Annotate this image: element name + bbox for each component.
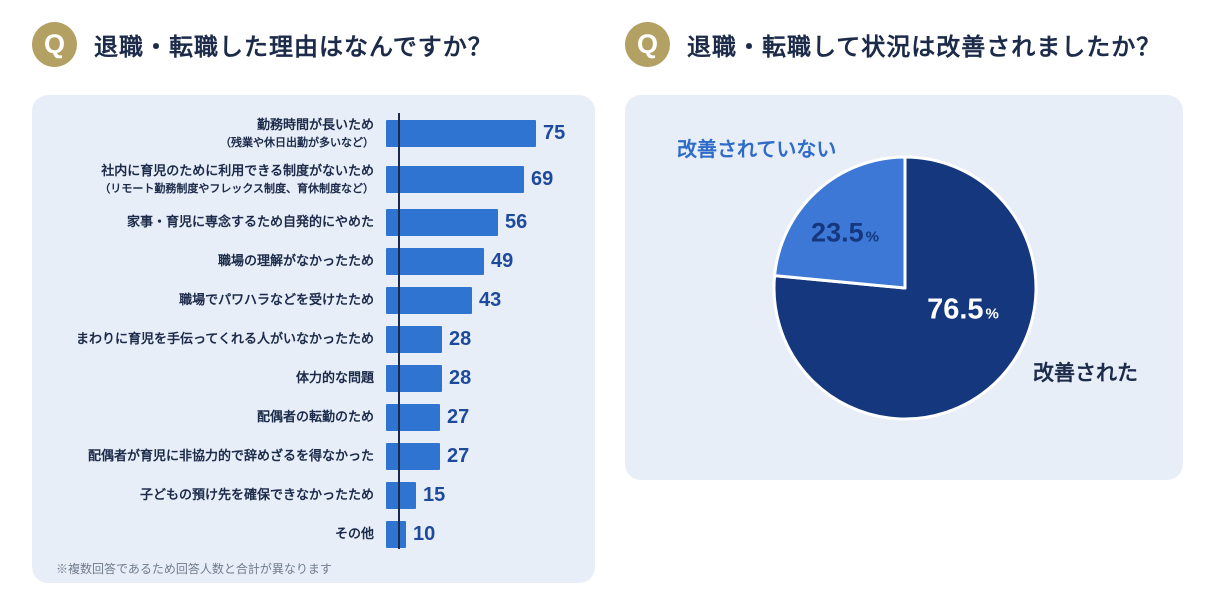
bar-row: 職場でパワハラなどを受けたため 43 bbox=[56, 286, 579, 314]
bar-track: 28 bbox=[386, 364, 579, 392]
bar-row: 勤務時間が長いため （残業や休日出勤が多いなど） 75 bbox=[56, 117, 579, 151]
bar-row: その他 10 bbox=[56, 520, 579, 548]
bar-category-sublabel: （残業や休日出勤が多いなど） bbox=[220, 136, 374, 149]
axis-line bbox=[398, 113, 400, 549]
bar bbox=[386, 403, 440, 431]
bar bbox=[386, 120, 536, 148]
bar-row: 配偶者の転勤のため 27 bbox=[56, 403, 579, 431]
bar-category-label: 職場でパワハラなどを受けたため bbox=[179, 291, 374, 307]
bar-value: 10 bbox=[413, 522, 436, 545]
right-question-title: 退職・転職して状況は改善されましたか？ bbox=[687, 34, 1162, 61]
pie-pct-not-improved: 23.5% bbox=[811, 217, 879, 248]
pie-chart: 23.5% 76.5% bbox=[767, 150, 1043, 426]
bar-value: 27 bbox=[447, 405, 470, 428]
bar-row: 社内に育児のために利用できる制度がないため （リモート勤務制度やフレックス制度、育… bbox=[56, 163, 579, 197]
bar-category-label: まわりに育児を手伝ってくれる人がいなかったため bbox=[76, 330, 374, 346]
left-question-title: 退職・転職した理由はなんですか？ bbox=[94, 34, 493, 61]
bar-category-label: 配偶者の転勤のため bbox=[256, 408, 374, 424]
bar-track: 43 bbox=[386, 286, 579, 314]
q-badge: Q bbox=[32, 22, 77, 67]
bar bbox=[386, 325, 442, 353]
bar-category-label: 体力的な問題 bbox=[295, 369, 374, 385]
bar-track: 10 bbox=[386, 520, 579, 548]
bar bbox=[386, 166, 524, 194]
bar-category-label: 職場の理解がなかったため bbox=[217, 252, 374, 268]
bar-track: 56 bbox=[386, 208, 579, 236]
bar bbox=[386, 520, 406, 548]
pie-pct-improved: 76.5% bbox=[927, 293, 999, 326]
bar-row: まわりに育児を手伝ってくれる人がいなかったため 28 bbox=[56, 325, 579, 353]
bar-category-sublabel: （リモート勤務制度やフレックス制度、育休制度など） bbox=[99, 182, 374, 195]
bar-category-label: 子どもの預け先を確保できなかったため bbox=[139, 486, 374, 502]
bar-value: 69 bbox=[531, 168, 554, 191]
bar-track: 27 bbox=[386, 442, 579, 470]
bar-chart: 勤務時間が長いため （残業や休日出勤が多いなど） 75 社内に育児のために利用できる制… bbox=[56, 113, 579, 549]
left-question-header: Q 退職・転職した理由はなんですか？ bbox=[32, 22, 493, 67]
bar-chart-panel: 勤務時間が長いため （残業や休日出勤が多いなど） 75 社内に育児のために利用できる制… bbox=[32, 95, 595, 583]
q-badge: Q bbox=[625, 22, 670, 67]
pie-label-not-improved: 改善されていない bbox=[677, 139, 837, 161]
bar bbox=[386, 364, 442, 392]
bar-chart-footnote: ※複数回答であるため回答人数と合計が異なります bbox=[56, 561, 332, 576]
bar bbox=[386, 208, 498, 236]
bar-category-label: 社内に育児のために利用できる制度がないため （リモート勤務制度やフレックス制度、育… bbox=[99, 162, 374, 195]
bar-row: 体力的な問題 28 bbox=[56, 364, 579, 392]
percent-suffix: % bbox=[985, 305, 999, 323]
bar-row: 職場の理解がなかったため 49 bbox=[56, 247, 579, 275]
bar-row: 家事・育児に専念するため自発的にやめた 56 bbox=[56, 208, 579, 236]
percent-suffix: % bbox=[865, 228, 879, 246]
bar-value: 27 bbox=[447, 444, 470, 467]
bar-value: 15 bbox=[423, 483, 446, 506]
bar-row: 子どもの預け先を確保できなかったため 15 bbox=[56, 481, 579, 509]
bar-track: 28 bbox=[386, 325, 579, 353]
bar-category-label: 家事・育児に専念するため自発的にやめた bbox=[126, 213, 374, 229]
bar-track: 49 bbox=[386, 247, 579, 275]
pie-chart-panel: 23.5% 76.5% 改善されていない 改善された bbox=[625, 95, 1183, 480]
bar-value: 28 bbox=[449, 327, 472, 350]
bar-track: 75 bbox=[386, 120, 579, 148]
bar-category-label: 勤務時間が長いため （残業や休日出勤が多いなど） bbox=[220, 117, 374, 149]
pie-svg bbox=[772, 155, 1038, 421]
bar-category-label: 配偶者が育児に非協力的で辞めざるを得なかった bbox=[87, 447, 374, 463]
bar-track: 27 bbox=[386, 403, 579, 431]
bar-track: 69 bbox=[386, 166, 579, 194]
pie-label-improved: 改善された bbox=[1033, 362, 1138, 385]
pie-slice bbox=[773, 155, 907, 290]
right-question-header: Q 退職・転職して状況は改善されましたか？ bbox=[625, 22, 1161, 67]
bar-row: 配偶者が育児に非協力的で辞めざるを得なかった 27 bbox=[56, 442, 579, 470]
bar-value: 49 bbox=[491, 249, 514, 272]
bar bbox=[386, 442, 440, 470]
bar-value: 56 bbox=[505, 210, 528, 233]
bar-value: 75 bbox=[543, 122, 566, 145]
bar-track: 15 bbox=[386, 481, 579, 509]
bar bbox=[386, 481, 416, 509]
bar bbox=[386, 286, 472, 314]
bar bbox=[386, 247, 484, 275]
bar-value: 43 bbox=[479, 288, 502, 311]
bar-category-label: その他 bbox=[334, 525, 374, 541]
bar-value: 28 bbox=[449, 366, 472, 389]
